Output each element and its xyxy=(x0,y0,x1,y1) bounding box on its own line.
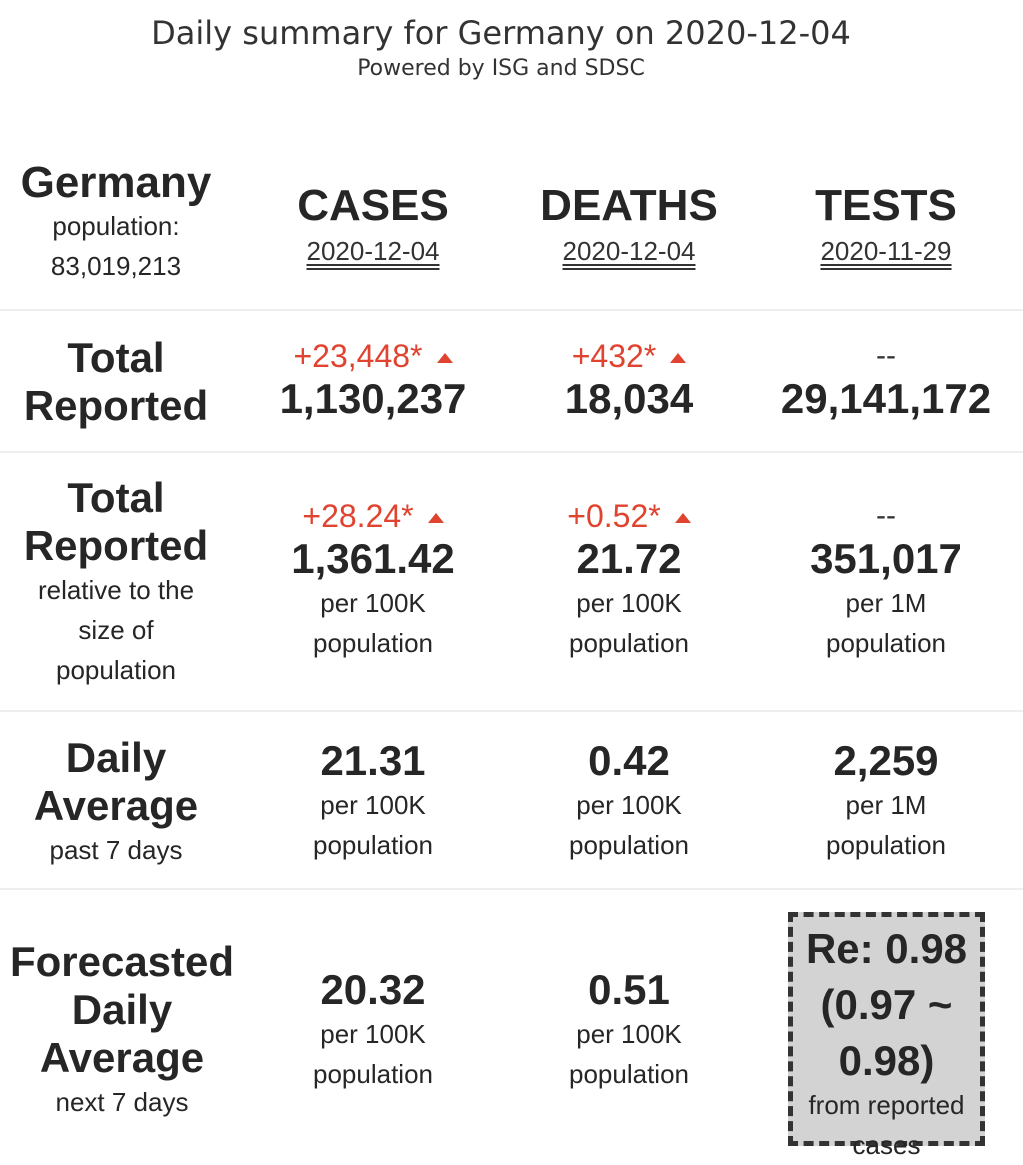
row-label-line: Average xyxy=(39,1034,205,1081)
tests-daily-value: 2,259 xyxy=(833,737,939,784)
row-divider xyxy=(0,710,1023,712)
unit-label: population xyxy=(313,1059,433,1089)
tests-date: 2020-11-29 xyxy=(820,236,952,266)
population-label: population: xyxy=(52,211,180,241)
change-value: +23,448* xyxy=(293,338,423,374)
row-sublabel: population xyxy=(56,655,176,685)
total-cases-cell: +23,448* 1,130,237 xyxy=(244,337,502,423)
change-value: +28.24* xyxy=(302,498,414,534)
unit-label: population xyxy=(826,830,946,860)
page-title: Daily summary for Germany on 2020-12-04 xyxy=(151,14,851,52)
row-label-line: Daily xyxy=(65,734,167,781)
re-interval-start: (0.97 ~ xyxy=(820,981,953,1028)
cases-date: 2020-12-04 xyxy=(306,236,440,266)
cases-column-header: CASES 2020-12-04 xyxy=(244,182,502,267)
row-label-line: Average xyxy=(33,782,199,829)
cases-daily-value: 21.31 xyxy=(320,737,426,784)
row-label-line: Reported xyxy=(23,522,209,569)
unit-label: per 1M xyxy=(845,790,927,820)
cases-label: CASES xyxy=(297,181,449,230)
unit-label: population xyxy=(826,628,946,658)
forecast-label: Forecasted Daily Average next 7 days xyxy=(0,938,244,1122)
total-reported-label: Total Reported xyxy=(0,334,232,430)
deaths-daily-value: 0.42 xyxy=(588,737,670,784)
re-estimate-box: Re: 0.98 (0.97 ~ 0.98) from reported cas… xyxy=(788,912,985,1160)
row-sublabel: next 7 days xyxy=(55,1087,189,1117)
row-label-line: Reported xyxy=(23,382,209,429)
tests-change: -- xyxy=(876,499,896,532)
row-label-line: Daily xyxy=(71,986,173,1033)
total-deaths-cell: +432* 18,034 xyxy=(500,337,758,423)
relative-tests-cell: -- 351,017 per 1M population xyxy=(757,497,1015,663)
row-divider xyxy=(0,309,1023,311)
re-note: cases xyxy=(852,1130,921,1160)
cases-relative-value: 1,361.42 xyxy=(291,535,455,582)
deaths-forecast-value: 0.51 xyxy=(588,966,670,1013)
unit-label: per 100K xyxy=(576,588,682,618)
change-value: +432* xyxy=(571,338,657,374)
up-triangle-icon xyxy=(674,513,691,523)
deaths-total: 18,034 xyxy=(564,375,694,422)
daily-tests-cell: 2,259 per 1M population xyxy=(757,737,1015,865)
deaths-column-header: DEATHS 2020-12-04 xyxy=(500,182,758,267)
unit-label: per 100K xyxy=(576,1019,682,1049)
tests-total: 29,141,172 xyxy=(780,375,992,422)
daily-cases-cell: 21.31 per 100K population xyxy=(244,737,502,865)
row-label-line: Forecasted xyxy=(9,938,235,985)
cases-total: 1,130,237 xyxy=(279,375,467,422)
row-label-line: Total xyxy=(67,334,165,381)
row-divider xyxy=(0,888,1023,890)
cases-forecast-value: 20.32 xyxy=(320,966,426,1013)
row-label-line: Total xyxy=(67,474,165,521)
page-subtitle: Powered by ISG and SDSC xyxy=(357,56,645,81)
deaths-change: +432* xyxy=(500,337,758,375)
unit-label: per 100K xyxy=(576,790,682,820)
relative-cases-cell: +28.24* 1,361.42 per 100K population xyxy=(244,497,502,663)
total-tests-cell: -- 29,141,172 xyxy=(757,337,1015,423)
up-triangle-icon xyxy=(670,353,687,363)
forecast-cases-cell: 20.32 per 100K population xyxy=(244,966,502,1094)
re-interval-end: 0.98) xyxy=(838,1037,935,1084)
deaths-change: +0.52* xyxy=(500,497,758,535)
tests-relative-value: 351,017 xyxy=(810,535,962,582)
forecast-deaths-cell: 0.51 per 100K population xyxy=(500,966,758,1094)
population-value: 83,019,213 xyxy=(50,251,182,281)
daily-average-label: Daily Average past 7 days xyxy=(0,734,232,870)
unit-label: per 100K xyxy=(320,790,426,820)
daily-deaths-cell: 0.42 per 100K population xyxy=(500,737,758,865)
relative-deaths-cell: +0.52* 21.72 per 100K population xyxy=(500,497,758,663)
up-triangle-icon xyxy=(427,513,444,523)
row-sublabel: relative to the xyxy=(37,575,195,605)
unit-label: population xyxy=(313,830,433,860)
country-name: Germany xyxy=(20,158,212,207)
tests-label: TESTS xyxy=(815,181,957,230)
deaths-label: DEATHS xyxy=(540,181,718,230)
unit-label: population xyxy=(569,628,689,658)
unit-label: population xyxy=(313,628,433,658)
row-sublabel: past 7 days xyxy=(49,835,183,865)
up-triangle-icon xyxy=(436,353,453,363)
unit-label: population xyxy=(569,830,689,860)
cases-change: +23,448* xyxy=(244,337,502,375)
unit-label: per 100K xyxy=(320,1019,426,1049)
change-value: +0.52* xyxy=(567,498,661,534)
row-divider xyxy=(0,451,1023,453)
deaths-date: 2020-12-04 xyxy=(562,236,696,266)
tests-column-header: TESTS 2020-11-29 xyxy=(757,182,1015,267)
row-sublabel: size of xyxy=(78,615,154,645)
cases-change: +28.24* xyxy=(244,497,502,535)
unit-label: population xyxy=(569,1059,689,1089)
re-value: Re: 0.98 xyxy=(805,925,968,972)
country-header: Germany population: 83,019,213 xyxy=(0,160,232,286)
unit-label: per 1M xyxy=(845,588,927,618)
unit-label: per 100K xyxy=(320,588,426,618)
deaths-relative-value: 21.72 xyxy=(576,535,682,582)
total-relative-label: Total Reported relative to the size of p… xyxy=(0,474,232,690)
re-note: from reported xyxy=(808,1090,965,1120)
tests-change: -- xyxy=(876,339,896,372)
